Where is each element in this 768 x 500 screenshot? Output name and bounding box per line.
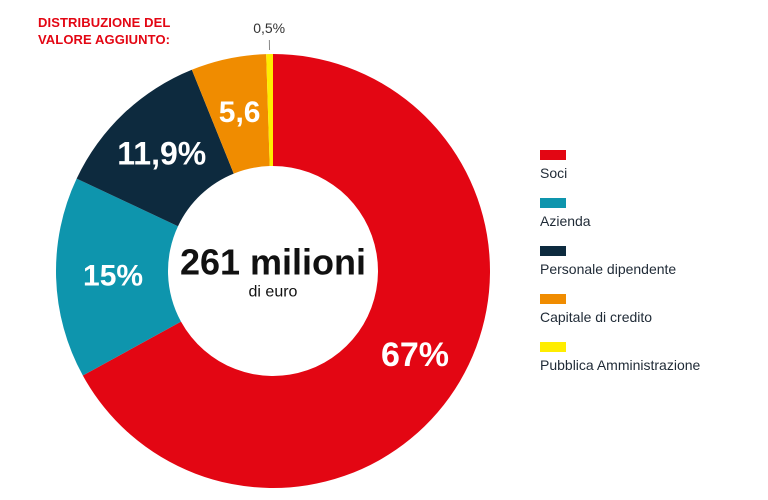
- legend-item-soci: Soci: [540, 150, 760, 198]
- slice-soci: [82, 54, 490, 488]
- data-label-personale-dipendente: 11,9%: [117, 135, 206, 171]
- legend-label-azienda: Azienda: [540, 213, 591, 229]
- center-unit: di euro: [249, 284, 298, 301]
- data-label-pubblica-amministrazione: 0,5%: [253, 20, 285, 36]
- legend-swatch-azienda: [540, 198, 566, 208]
- slice-pubblica-amministrazione: [266, 54, 273, 167]
- slice-capitale-di-credito: [191, 54, 270, 174]
- slice-azienda: [55, 178, 181, 376]
- legend-item-personale-dipendente: Personale dipendente: [540, 246, 760, 294]
- legend: Soci Azienda Personale dipendente Capita…: [540, 150, 760, 390]
- legend-item-azienda: Azienda: [540, 198, 760, 246]
- legend-swatch-soci: [540, 150, 566, 160]
- legend-label-capitale-di-credito: Capitale di credito: [540, 309, 653, 325]
- legend-label-personale-dipendente: Personale dipendente: [540, 261, 677, 277]
- legend-swatch-capitale-di-credito: [540, 294, 566, 304]
- legend-swatch-pubblica-amministrazione: [540, 342, 566, 352]
- legend-swatch-personale-dipendente: [540, 246, 566, 256]
- slice-personale-dipendente: [76, 69, 234, 227]
- data-label-azienda: 15%: [83, 260, 143, 293]
- data-label-capitale-di-credito: 5,6: [219, 96, 261, 129]
- legend-label-pubblica-amministrazione: Pubblica Amministrazione: [540, 357, 701, 373]
- legend-item-pubblica-amministrazione: Pubblica Amministrazione: [540, 342, 760, 390]
- data-label-soci: 67%: [381, 336, 449, 374]
- center-value: 261 milioni: [180, 242, 366, 283]
- legend-label-soci: Soci: [540, 165, 568, 181]
- legend-item-capitale-di-credito: Capitale di credito: [540, 294, 760, 342]
- chart-title: DISTRIBUZIONE DEL VALORE AGGIUNTO:: [38, 15, 171, 47]
